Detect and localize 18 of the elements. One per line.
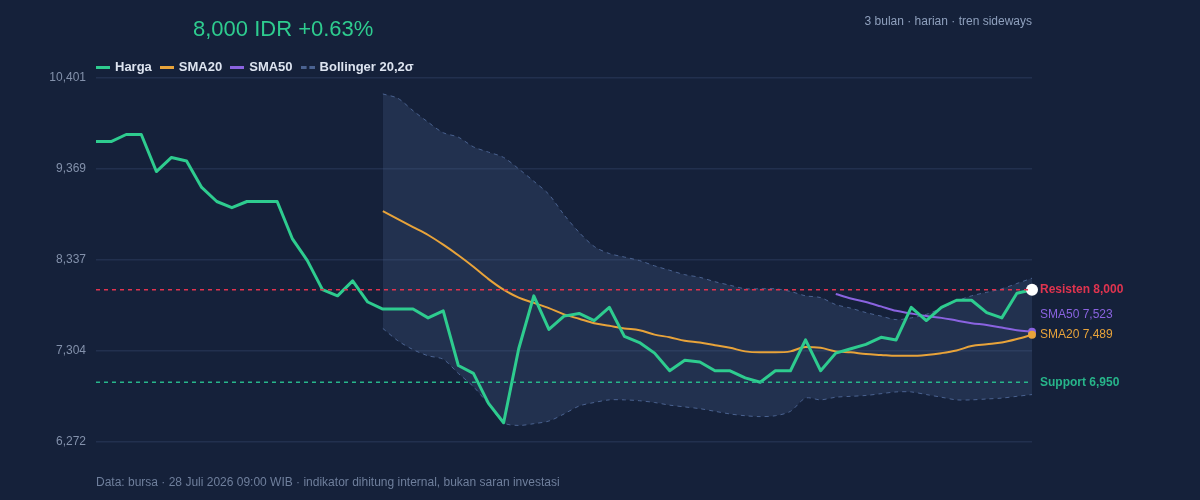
y-tick-label: 8,337	[55, 252, 87, 267]
y-tick-label: 10,401	[49, 70, 87, 85]
data-label: SMA50 7,523	[1040, 307, 1114, 322]
legend-label: SMA20	[177, 59, 223, 74]
text: 3 bulan · harian · tren sideways	[864, 14, 1032, 28]
y-tick-label: 6,272	[55, 434, 87, 449]
legend-label: Harga	[114, 59, 152, 74]
ref-line-label: Support 6,950	[1040, 374, 1120, 389]
legend-label: SMA50	[248, 59, 293, 74]
ref-line-label: Resisten 8,000	[1040, 281, 1124, 296]
data-label: SMA20 7,489	[1040, 327, 1114, 342]
legend-label: Bollinger 20,2σ	[318, 59, 414, 74]
line-series	[382, 327, 1033, 426]
line-series	[382, 93, 1033, 321]
y-tick-label: 7,304	[55, 343, 87, 358]
y-tick-label: 9,369	[55, 161, 87, 176]
text: Data: bursa · 28 Juli 2026 09:00 WIB · indikator dihitung internal, bukan saran investasi	[96, 475, 560, 489]
chart-title: 8,000 IDR +0.63%	[193, 16, 374, 42]
